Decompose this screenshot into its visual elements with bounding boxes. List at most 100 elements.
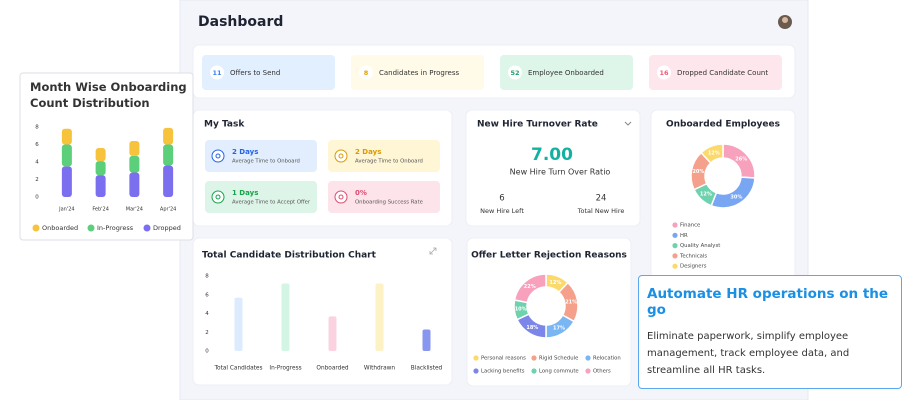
task-tile	[205, 181, 317, 213]
stat-pill	[649, 55, 782, 90]
task-tile	[328, 181, 440, 213]
card-title: My Task	[204, 120, 245, 130]
x-tick-label: Total Candidates	[213, 366, 262, 372]
legend-swatch	[672, 253, 678, 259]
y-tick-label: 4	[35, 160, 39, 166]
stat-value: 16	[659, 69, 669, 77]
task-icon-dot	[338, 194, 344, 200]
slice-label: 30%	[730, 195, 742, 201]
task-tile	[328, 140, 440, 172]
legend-label: Others	[593, 369, 611, 375]
legend-swatch	[531, 368, 537, 374]
stat-pill	[202, 55, 335, 90]
slice-label: 21%	[565, 300, 577, 306]
stat-badge	[210, 65, 224, 80]
card-title: New Hire Turnover Rate	[477, 120, 598, 130]
stat-badge	[359, 65, 373, 80]
x-tick-label: Onboarded	[316, 366, 349, 372]
chart-title: Offer Letter Rejection Reasons	[471, 251, 627, 261]
chart-title: Total Candidate Distribution Chart	[202, 251, 377, 261]
legend-label: Personal reasons	[481, 356, 526, 362]
rate-label: New Hire Turn Over Ratio	[510, 168, 611, 177]
x-tick-label: Feb'24	[92, 207, 109, 213]
chart-title: Onboarded Employees	[666, 120, 780, 130]
bar-segment	[163, 165, 174, 197]
bar-segment	[163, 127, 174, 145]
stat-label: New Hire Left	[480, 207, 524, 215]
page-title: Dashboard	[198, 14, 283, 30]
legend-label: Rigid Schedule	[539, 356, 578, 362]
task-icon	[211, 190, 225, 204]
legend-swatch	[531, 355, 537, 361]
slice-label: 12%	[700, 192, 712, 198]
stat-label: Dropped Candidate Count	[677, 69, 768, 77]
dropdown-chevron	[624, 121, 632, 126]
bar-segment	[129, 141, 140, 156]
stats-card	[192, 44, 796, 99]
legend-swatch	[672, 222, 678, 228]
x-tick-label: Mar'24	[126, 207, 143, 213]
stat-label: Candidates in Progress	[379, 69, 459, 77]
task-value: 1 Days	[232, 189, 258, 197]
legend-label: Relocation	[593, 356, 621, 362]
slice-label: 20%	[692, 169, 704, 175]
donut-card	[466, 237, 632, 387]
stat-value: 52	[510, 69, 519, 77]
bar	[328, 316, 337, 351]
y-tick-label: 4	[205, 311, 209, 317]
slice-label: 17%	[553, 325, 565, 331]
x-tick-label: Blacklisted	[411, 366, 443, 372]
legend-swatch	[87, 224, 95, 232]
y-tick-label: 2	[35, 177, 39, 183]
donut-slice	[513, 273, 547, 304]
legend-label: Lacking benefits	[481, 369, 525, 375]
legend-swatch	[32, 224, 40, 232]
x-tick-label: Jan'24	[58, 207, 74, 213]
stat-badge	[508, 65, 522, 80]
x-tick-label: In-Progress	[269, 366, 301, 372]
bar-segment	[129, 155, 140, 173]
task-value: 0%	[355, 189, 367, 197]
legend-swatch	[585, 368, 591, 374]
slice-label: 12%	[549, 280, 561, 286]
stat-label: Employee Onboarded	[528, 69, 604, 77]
bar-segment	[61, 166, 72, 197]
y-tick-label: 8	[205, 274, 209, 280]
slice-label: 18%	[526, 325, 538, 331]
legend-swatch	[143, 224, 151, 232]
donut-slice	[700, 143, 724, 164]
task-icon-dot	[338, 153, 344, 159]
y-tick-label: 2	[205, 330, 209, 336]
rate-value: 7.00	[531, 145, 573, 165]
task-icon	[334, 190, 348, 204]
expand-icon	[429, 247, 437, 255]
overlay-card	[19, 72, 194, 241]
stat-value: 6	[499, 194, 504, 204]
legend-swatch	[672, 263, 678, 269]
stat-value: 8	[364, 69, 369, 77]
legend-label: Dropped	[153, 224, 181, 232]
task-label: Onboarding Success Rate	[355, 200, 423, 206]
bar	[375, 283, 384, 351]
stat-pill	[351, 55, 484, 90]
legend-label: HR	[680, 233, 688, 239]
legend-swatch	[473, 368, 479, 374]
legend-swatch	[473, 355, 479, 361]
slice-label: 22%	[524, 284, 536, 290]
y-tick-label: 6	[35, 142, 39, 148]
chart-title: Month Wise Onboarding Count Distribution	[30, 80, 187, 110]
stat-label: Offers to Send	[230, 69, 280, 77]
stat-label: Total New Hire	[577, 207, 625, 215]
task-label: Average Time to Accept Offer	[232, 200, 311, 206]
legend-label: In-Progress	[97, 224, 134, 232]
task-value: 2 Days	[355, 148, 381, 156]
x-tick-label: Apr'24	[160, 207, 176, 213]
promo-card: Automate HR operations on the go Elimina…	[638, 275, 902, 389]
bar	[422, 329, 431, 351]
x-tick-label: Withdrawn	[364, 366, 396, 372]
bar	[234, 297, 243, 351]
stat-badge	[657, 65, 671, 80]
task-icon-dot	[215, 153, 221, 159]
bar-segment	[163, 144, 174, 166]
